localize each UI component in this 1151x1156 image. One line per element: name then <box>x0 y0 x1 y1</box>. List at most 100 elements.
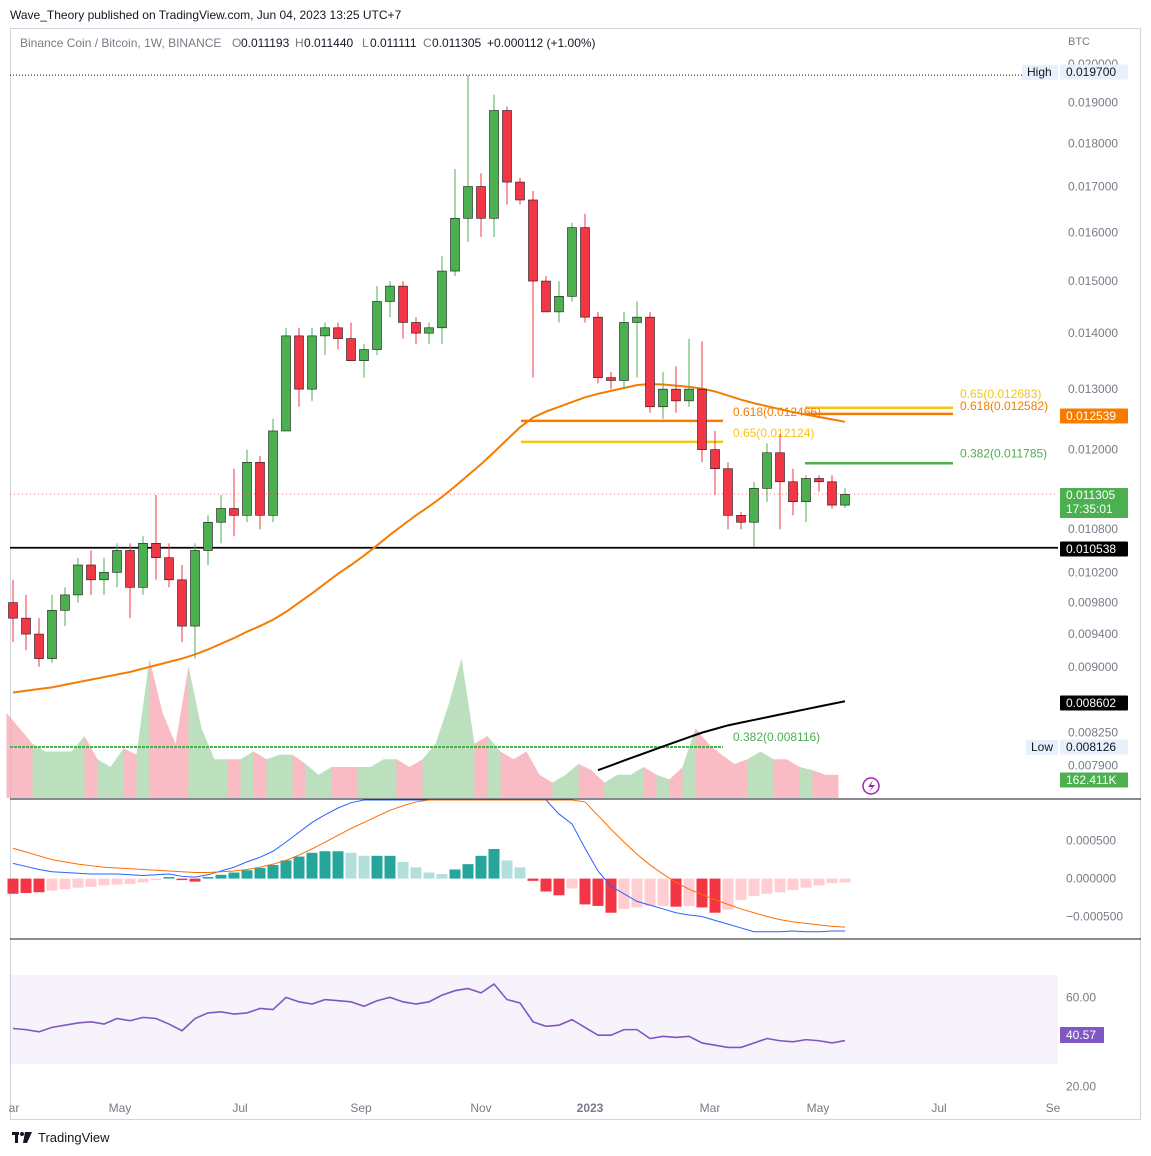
ema200-line <box>597 700 846 772</box>
rsi-value-badge: 40.57 <box>1066 1028 1096 1042</box>
volume-area-segment <box>474 736 488 798</box>
price-axis-layer: 0.0200000.0190000.0180000.0170000.016000… <box>10 57 1141 940</box>
tradingview-footer[interactable]: TradingView <box>12 1130 110 1145</box>
candle-up <box>47 610 57 659</box>
macd-histogram-bar <box>540 878 552 892</box>
macd-histogram-bar <box>202 877 214 879</box>
legend-low-label: L <box>362 36 369 50</box>
time-tick-label: Jul <box>931 1101 946 1115</box>
low-value-badge-bg <box>1060 739 1128 755</box>
candle-up <box>320 327 330 337</box>
candle-up <box>242 462 252 516</box>
bar-countdown: 17:35:01 <box>1066 502 1113 516</box>
candle-down <box>515 181 525 201</box>
price-tick-label: 0.008250 <box>1068 726 1118 740</box>
candle-down <box>723 468 733 516</box>
volume-area-segment <box>201 728 215 798</box>
volume-area-segment <box>344 767 358 798</box>
macd-histogram-bar <box>98 878 110 886</box>
high-tag: High <box>1027 65 1052 79</box>
low-value-badge: 0.008126 <box>1066 740 1116 754</box>
macd-histogram-bar <box>20 878 32 894</box>
macd-histogram-bar <box>85 878 97 887</box>
support-value-badge-bg <box>1060 541 1128 557</box>
macd-histogram-bar <box>124 878 136 884</box>
macd-histogram-bar <box>293 856 305 879</box>
price-tick-label: 0.019000 <box>1068 96 1118 110</box>
candle-down <box>125 550 135 588</box>
volume-area-segment <box>175 666 189 798</box>
time-tick-label: 2023 <box>577 1101 604 1115</box>
legend-low-value: 0.011111 <box>370 36 417 50</box>
volume-area-segment <box>487 736 501 798</box>
last-price-value: 0.011305 <box>1066 488 1115 502</box>
low-tag: Low <box>1031 740 1053 754</box>
macd-pane: 0.000500 0.000000 −0.000500 <box>7 799 1123 933</box>
volume-area-segment <box>162 712 176 798</box>
price-tick-label: 0.009000 <box>1068 660 1118 674</box>
time-tick-label: Jul <box>232 1101 247 1115</box>
volume-area-segment <box>565 763 579 798</box>
candle-up <box>684 388 694 402</box>
candle-up <box>749 488 759 523</box>
candle-down <box>164 557 174 581</box>
volume-area-segment <box>539 774 553 798</box>
macd-histogram-bar <box>566 878 578 889</box>
fib-level-label: 0.382(0.008116) <box>733 730 820 744</box>
volume-area-segment <box>227 759 241 798</box>
macd-histogram-bar <box>475 855 487 879</box>
candle-up <box>489 110 499 219</box>
macd-histogram-bar <box>397 861 409 879</box>
volume-area-segment <box>422 743 436 798</box>
macd-histogram-bar <box>163 877 175 879</box>
volume-value-badge: 162.411K <box>1066 773 1117 787</box>
volume-area-segment <box>266 754 280 798</box>
volume-area-segment <box>825 774 839 798</box>
candle-up <box>99 572 109 581</box>
time-tick-label: ar <box>9 1101 20 1115</box>
volume-area-segment <box>747 751 761 798</box>
volume-area-segment <box>643 767 657 798</box>
volume-area-segment <box>721 754 735 798</box>
fib-levels-layer: 0.618(0.012582)0.65(0.012683) 0.618(0.012… <box>10 387 1058 748</box>
volume-area-segment <box>71 736 85 798</box>
volume-area-segment <box>461 658 475 798</box>
fib-level-label: 0.65(0.012124) <box>733 426 814 440</box>
rsi-tick-label: 60.00 <box>1066 990 1096 1004</box>
macd-histogram-bar <box>72 878 84 888</box>
candle-up <box>840 494 850 506</box>
macd-histogram-bar <box>501 860 513 879</box>
volume-area-segment <box>552 774 566 798</box>
macd-histogram-bar <box>59 878 71 890</box>
candle-up <box>385 285 395 302</box>
macd-histogram-bar <box>709 878 721 913</box>
rsi-band <box>10 975 1058 1065</box>
macd-histogram-bar <box>410 867 422 879</box>
volume-area-segment <box>253 751 267 798</box>
lightning-icon <box>862 777 880 795</box>
legend-open-label: O <box>232 36 241 50</box>
candle-up <box>73 564 83 596</box>
macd-histogram-bar <box>722 878 734 910</box>
candle-down <box>476 186 486 219</box>
volume-area-segment <box>448 658 462 798</box>
volume-area-segment <box>110 748 124 798</box>
macd-histogram-bar <box>254 867 266 879</box>
candle-down <box>710 449 720 470</box>
legend-high-label: H <box>295 36 304 50</box>
macd-histogram-bar <box>241 870 253 879</box>
volume-area-segment <box>656 774 670 798</box>
tradingview-logo-icon <box>12 1131 32 1143</box>
ema200-value-badge: 0.008602 <box>1066 696 1116 710</box>
macd-signal-line <box>12 799 846 928</box>
macd-histogram-bar <box>137 878 149 883</box>
candle-down <box>645 316 655 408</box>
volume-area-segment <box>97 759 111 798</box>
candle-down <box>606 377 616 381</box>
candle-down <box>697 388 707 450</box>
volume-area-segment <box>6 712 20 798</box>
candle-up <box>437 270 447 329</box>
candle-down <box>775 452 785 483</box>
macd-histogram-bar <box>683 878 695 906</box>
